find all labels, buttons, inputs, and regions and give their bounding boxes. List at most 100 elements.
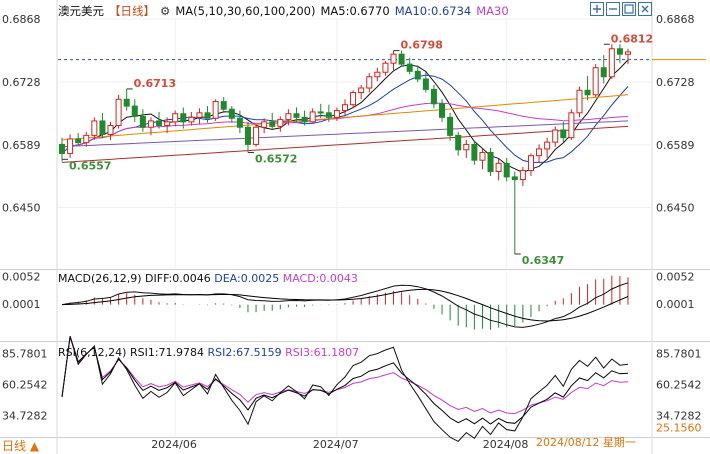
footer-date-label: 2024/08/12 星期一 <box>536 436 636 449</box>
macd-tick-right: 0.0001 <box>656 298 695 311</box>
symbol-label: 澳元美元 <box>58 4 104 18</box>
rsi-tick-right: 60.2542 <box>656 379 702 392</box>
price-annotation: 0.6812 <box>611 32 653 45</box>
price-tick-left: 0.6728 <box>2 76 41 89</box>
candle-body <box>325 112 332 118</box>
candle-body <box>58 143 66 154</box>
candle-body <box>188 116 195 123</box>
rsi-tick-right: 25.1560 <box>656 421 702 434</box>
candle-body <box>439 103 446 118</box>
candle-body <box>180 113 187 123</box>
ma10-label: MA10:0.6734 <box>394 4 472 18</box>
close-icon[interactable] <box>638 2 652 16</box>
ma60-line <box>61 94 629 141</box>
candle-body <box>333 110 340 118</box>
candle-body <box>584 89 591 96</box>
candle-body <box>196 112 203 118</box>
candle-body <box>398 53 405 65</box>
price-annotation: 0.6713 <box>134 77 176 90</box>
candle-body <box>220 101 227 110</box>
ma-group-label: MA(5,10,30,60,100,200) <box>175 4 316 18</box>
candle-body <box>131 105 138 117</box>
price-annotation: 0.6557 <box>69 159 111 172</box>
candle-body <box>552 129 559 143</box>
rsi2-line <box>61 336 629 425</box>
candle-body <box>147 120 154 128</box>
price-annotation: 0.6572 <box>255 153 297 166</box>
macd-diff-line <box>61 282 629 328</box>
candle-body <box>616 48 623 55</box>
macd-dea-label: DEA:0.0025 <box>214 272 280 285</box>
settings-icon[interactable]: ⚙ <box>160 4 171 18</box>
candle-body <box>536 148 543 157</box>
labels-layer: 0.6868 0.6728 0.6589 0.6450 0.6868 0.6728 0.65… <box>2 13 702 451</box>
candle-body <box>67 138 74 154</box>
candle-body <box>261 121 268 128</box>
candle-body <box>285 113 292 121</box>
ma200-line <box>61 125 629 163</box>
candle-body <box>511 176 518 181</box>
footer-left-label[interactable]: 日线 ▲ <box>2 439 40 453</box>
rsi-tick-right: 85.7801 <box>656 348 702 361</box>
candle-body <box>406 63 413 72</box>
rsi1-label: RSI1:71.9784 <box>129 346 205 359</box>
candle-body <box>269 121 276 127</box>
candle-body <box>471 143 478 161</box>
candle-body <box>560 129 567 139</box>
candle-body <box>164 121 171 126</box>
candle-body <box>503 162 510 178</box>
ma5-label: MA5:0.6770 <box>320 4 390 18</box>
candle-body <box>608 48 615 78</box>
period-label[interactable]: 【日线】 <box>109 4 155 18</box>
candle-body <box>358 87 365 94</box>
candle-body <box>479 152 486 161</box>
candle-body <box>544 141 551 150</box>
macd-tick-right: 0.0052 <box>656 270 695 283</box>
candle-body <box>624 51 632 55</box>
x-tick-label: 2024/08 <box>483 438 529 451</box>
candle-body <box>495 162 502 172</box>
candle-body <box>107 124 114 135</box>
candle-body <box>487 152 494 172</box>
price-tick-right: 0.6450 <box>656 202 695 215</box>
price-tick-right: 0.6728 <box>656 76 695 89</box>
price-tick-left: 0.6868 <box>2 13 41 26</box>
rsi-tick-left: 85.7801 <box>2 348 48 361</box>
zoom-out-icon[interactable] <box>606 2 620 16</box>
price-annotation: 0.6798 <box>401 39 443 52</box>
candle-body <box>519 170 526 181</box>
candle-body <box>382 62 389 73</box>
candle-body <box>156 120 163 126</box>
candle-body <box>592 67 599 96</box>
candle-body <box>390 53 397 64</box>
candle-body <box>204 112 211 119</box>
expand-icon[interactable] <box>622 2 636 16</box>
candle-body <box>341 104 349 112</box>
candle-body <box>212 101 219 119</box>
rsi-tick-left: 34.7282 <box>2 410 48 423</box>
candle-body <box>527 155 534 172</box>
macd-layer <box>61 275 629 330</box>
price-panel-header: 澳元美元 【日线】 ⚙ MA(5,10,30,60,100,200) MA5:0.677… <box>58 3 514 19</box>
candle-body <box>568 112 575 139</box>
candle-body <box>172 113 179 123</box>
candles-layer <box>58 44 632 255</box>
candle-body <box>447 116 454 136</box>
candle-body <box>414 70 421 80</box>
zoom-in-icon[interactable] <box>590 2 604 16</box>
candle-body <box>253 126 260 145</box>
candle-body <box>600 67 607 78</box>
candle-body <box>301 116 308 123</box>
x-tick-label: 2024/06 <box>151 438 197 451</box>
candle-body <box>293 113 300 118</box>
candle-body <box>115 98 122 126</box>
candle-body <box>91 120 98 136</box>
candle-body <box>228 108 235 119</box>
macd-value-label: MACD:0.0043 <box>282 272 358 285</box>
rsi-tick-right: 34.7282 <box>656 410 702 423</box>
candle-body <box>317 111 324 114</box>
price-tick-left: 0.6450 <box>2 202 41 215</box>
price-tick-right: 0.6868 <box>656 13 695 26</box>
rsi3-line <box>61 336 629 415</box>
